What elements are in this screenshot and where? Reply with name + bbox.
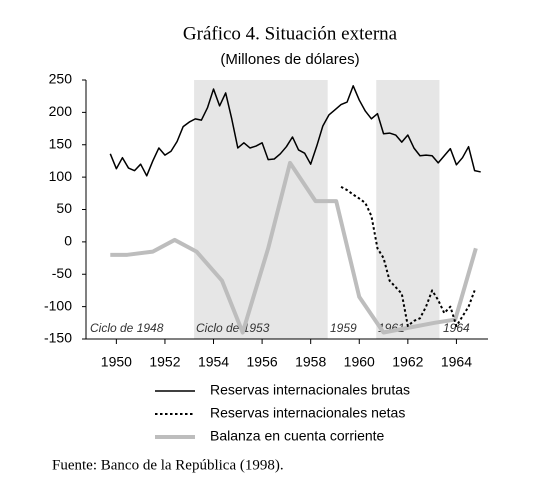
annotation: Ciclo de 1953: [196, 321, 270, 335]
series-line: [110, 160, 478, 335]
legend-label: Reservas internacionales brutas: [210, 382, 410, 398]
x-tick-label: 1950: [101, 354, 132, 370]
shaded-region: [194, 80, 328, 339]
series-line: [109, 85, 481, 177]
x-tick-label: 1956: [247, 354, 278, 370]
x-tick-label: 1962: [392, 354, 423, 370]
annotation: 1959: [330, 321, 357, 335]
x-tick-label: 1952: [149, 354, 180, 370]
y-tick-label: 200: [49, 103, 73, 119]
y-tick-label: 100: [49, 168, 73, 184]
series-line: [340, 185, 476, 328]
x-tick-label: 1964: [441, 354, 472, 370]
chart-title: Gráfico 4. Situación externa: [183, 23, 398, 44]
annotation: Ciclo de 1948: [90, 321, 164, 335]
legend-label: Reservas internacionales netas: [210, 405, 405, 421]
y-tick-label: -50: [52, 265, 72, 281]
y-tick-label: -100: [44, 297, 72, 313]
x-tick-label: 1954: [198, 354, 229, 370]
y-tick-label: 0: [64, 233, 72, 249]
y-tick-label: 50: [56, 200, 72, 216]
annotation: 1964: [443, 321, 470, 335]
shaded-region: [376, 80, 440, 339]
y-tick-label: 250: [49, 71, 73, 87]
x-tick-label: 1958: [295, 354, 326, 370]
y-tick-label: -150: [44, 330, 72, 346]
y-tick-label: 150: [49, 135, 73, 151]
chart-subtitle: (Millones de dólares): [220, 51, 359, 68]
x-tick-label: 1960: [344, 354, 375, 370]
legend-label: Balanza en cuenta corriente: [210, 428, 385, 444]
source-note: Fuente: Banco de la República (1998).: [52, 457, 284, 473]
